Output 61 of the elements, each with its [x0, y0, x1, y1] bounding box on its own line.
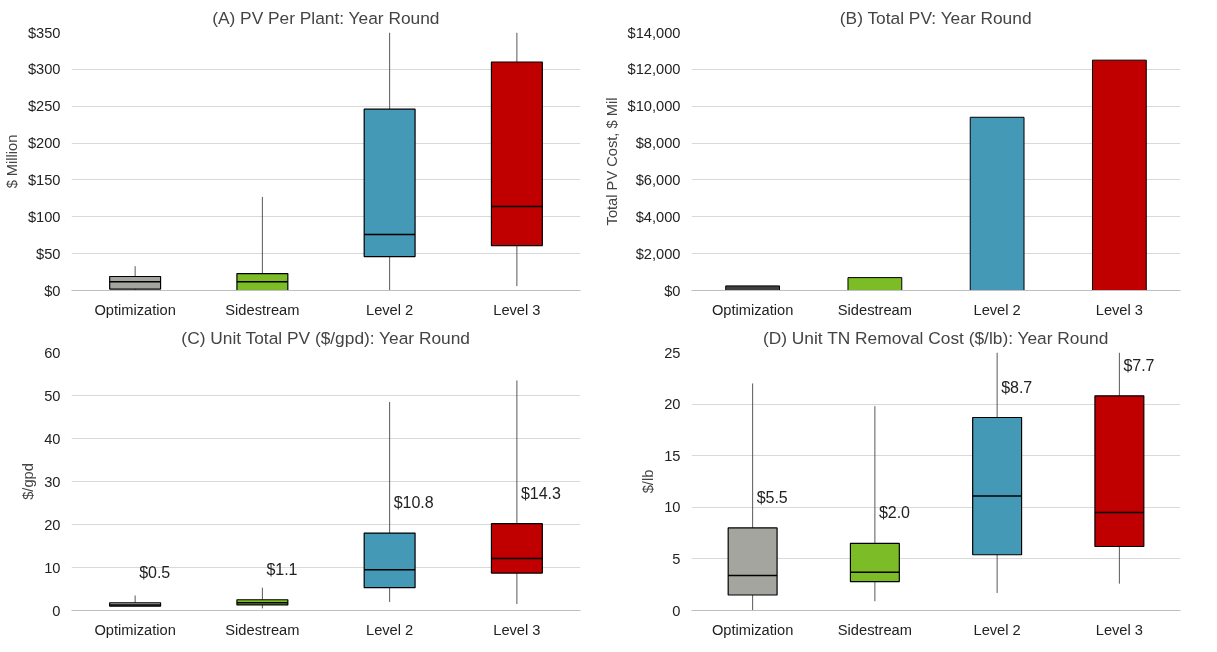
y-tick-label: $100 [27, 208, 61, 225]
x-tick-label: Optimization [711, 301, 794, 318]
y-tick-label: 40 [44, 430, 61, 447]
y-tick-label: $2,000 [635, 245, 681, 262]
annotation: $14.3 [520, 484, 562, 502]
annotation: $7.7 [1123, 356, 1155, 374]
x-tick-label: Sidestream [225, 301, 300, 318]
annotation: $2.0 [878, 504, 911, 522]
y-tick-label: $50 [36, 245, 61, 262]
y-tick-label: 20 [44, 516, 61, 533]
chart-title: (C) Unit Total PV ($/gpd): Year Round [181, 327, 471, 348]
y-tick-label: $4,000 [635, 208, 681, 225]
y-tick-label: $10,000 [627, 98, 681, 115]
y-tick-label: 0 [52, 602, 61, 619]
y-tick-label: 0 [672, 602, 681, 619]
y-tick-label: 30 [44, 473, 61, 490]
x-tick-label: Level 2 [365, 301, 414, 318]
y-tick-label: $6,000 [635, 171, 681, 188]
y-tick-label: $14,000 [627, 24, 681, 41]
annotation: $1.1 [266, 560, 298, 578]
y-tick-label: 5 [672, 550, 681, 567]
x-tick-label: Sidestream [225, 621, 300, 638]
x-tick-label: Level 2 [365, 621, 414, 638]
annotation: $5.5 [756, 488, 788, 506]
chart-title: (A) PV Per Plant: Year Round [212, 7, 440, 28]
y-tick-label: 15 [664, 447, 681, 464]
y-axis-title: Total PV Cost, $ Mil [603, 97, 620, 226]
x-tick-label: Sidestream [837, 301, 912, 318]
y-axis-title: $/lb [640, 469, 657, 494]
y-tick-label: $8,000 [635, 135, 681, 152]
y-tick-label: 10 [44, 559, 61, 576]
x-tick-label: Level 3 [1095, 621, 1144, 638]
annotation: $0.5 [139, 563, 171, 581]
y-axis-title: $ Million [3, 134, 20, 189]
y-tick-label: $0 [664, 282, 681, 299]
y-axis-title: $/gpd [20, 463, 37, 500]
y-tick-label: $200 [27, 135, 61, 152]
y-tick-label: 10 [664, 499, 681, 516]
x-tick-label: Level 3 [493, 621, 541, 638]
x-tick-label: Optimization [94, 621, 176, 638]
x-tick-label: Level 3 [493, 301, 541, 318]
y-tick-label: 60 [44, 344, 61, 361]
chart-title: (D) Unit TN Removal Cost ($/lb): Year Round [762, 327, 1109, 348]
y-tick-label: $0 [44, 282, 61, 299]
y-tick-label: $250 [27, 98, 61, 115]
y-tick-label: $300 [27, 61, 61, 78]
annotation: $10.8 [393, 494, 434, 512]
x-tick-label: Level 2 [973, 301, 1021, 318]
y-tick-label: $350 [27, 24, 61, 41]
y-tick-label: 25 [664, 344, 681, 361]
y-tick-label: 50 [44, 387, 61, 404]
x-tick-label: Sidestream [837, 621, 912, 638]
x-tick-label: Level 3 [1095, 301, 1144, 318]
x-tick-label: Optimization [711, 621, 794, 638]
y-tick-label: $12,000 [627, 61, 681, 78]
x-tick-label: Optimization [94, 301, 176, 318]
y-tick-label: $150 [27, 171, 61, 188]
x-tick-label: Level 2 [973, 621, 1021, 638]
chart-title: (B) Total PV: Year Round [839, 7, 1032, 28]
annotation: $8.7 [1001, 378, 1033, 396]
y-tick-label: 20 [664, 396, 681, 413]
